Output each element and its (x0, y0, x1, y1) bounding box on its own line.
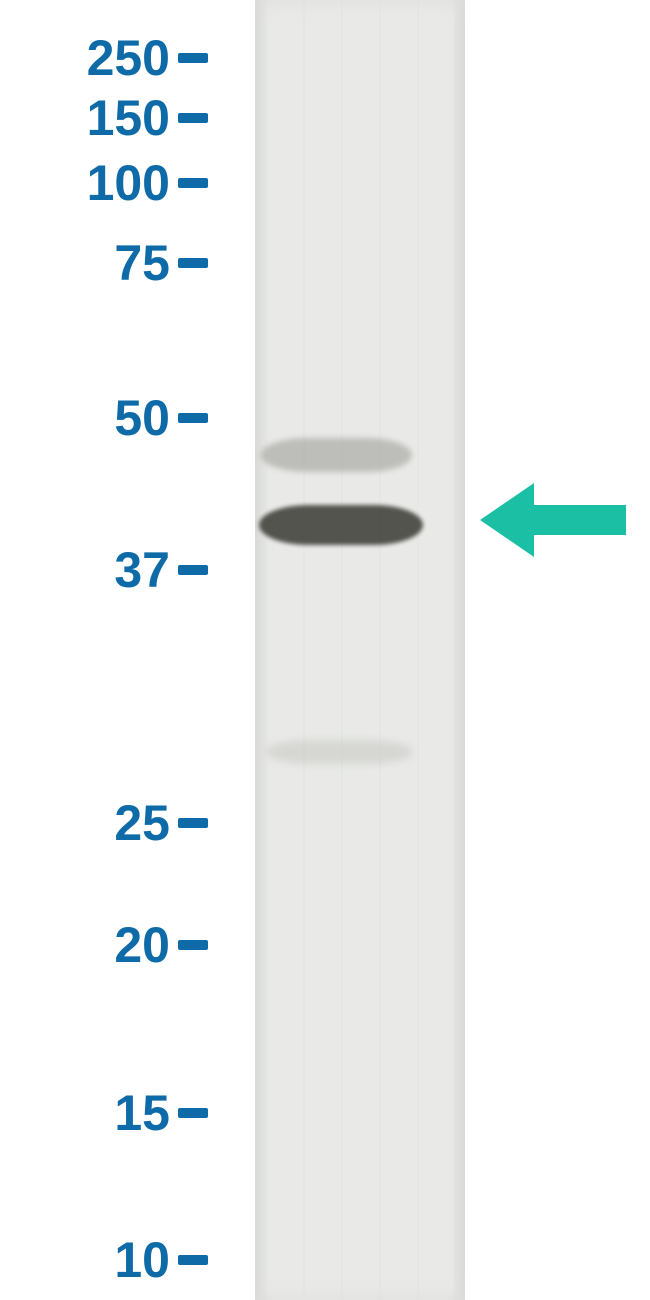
arrow-head-icon (480, 483, 534, 557)
mw-marker-tick (178, 113, 208, 123)
mw-marker-tick (178, 565, 208, 575)
mw-marker-label: 37 (114, 541, 170, 599)
lane-noise (341, 0, 343, 1300)
blot-band (261, 438, 412, 472)
indicator-arrow (480, 483, 626, 557)
mw-marker-tick (178, 940, 208, 950)
mw-marker-tick (178, 53, 208, 63)
arrow-shaft (534, 505, 626, 535)
mw-marker-label: 100 (87, 154, 170, 212)
lane-noise (417, 0, 419, 1300)
lane-noise (303, 0, 305, 1300)
blot-canvas: 250150 100 75 50 37 25 20 15 10 (0, 0, 650, 1300)
blot-band (259, 505, 423, 545)
mw-marker-label: 50 (114, 389, 170, 447)
mw-marker-tick (178, 818, 208, 828)
mw-marker-tick (178, 1108, 208, 1118)
mw-marker-label: 150 (87, 89, 170, 147)
blot-lane (255, 0, 465, 1300)
mw-marker-tick (178, 258, 208, 268)
lane-noise (265, 0, 267, 1300)
mw-marker-tick (178, 1255, 208, 1265)
lane-noise (455, 0, 457, 1300)
mw-marker-tick (178, 413, 208, 423)
lane-noise (379, 0, 381, 1300)
mw-marker-label: 75 (114, 234, 170, 292)
blot-band (266, 740, 413, 764)
mw-marker-label: 10 (114, 1231, 170, 1289)
mw-marker-label: 25 (114, 794, 170, 852)
mw-marker-label: 20 (114, 916, 170, 974)
mw-marker-tick (178, 178, 208, 188)
mw-marker-label: 250 (87, 29, 170, 87)
mw-marker-label: 15 (114, 1084, 170, 1142)
